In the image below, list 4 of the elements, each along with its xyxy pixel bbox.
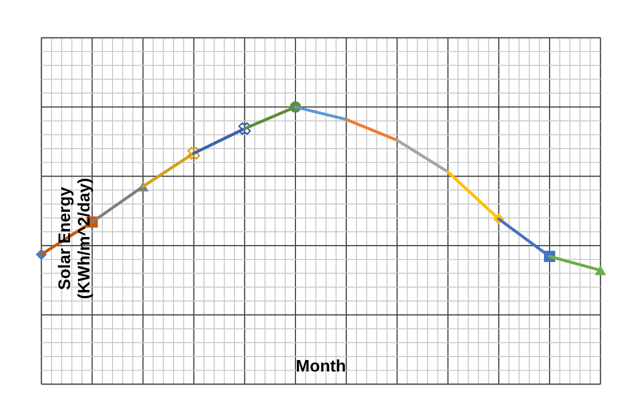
point [238, 122, 251, 135]
y-axis-title: Solar Energy (KWh/m^2/day) [54, 178, 94, 300]
point [188, 146, 200, 160]
x-axis-title: Month [296, 356, 346, 376]
